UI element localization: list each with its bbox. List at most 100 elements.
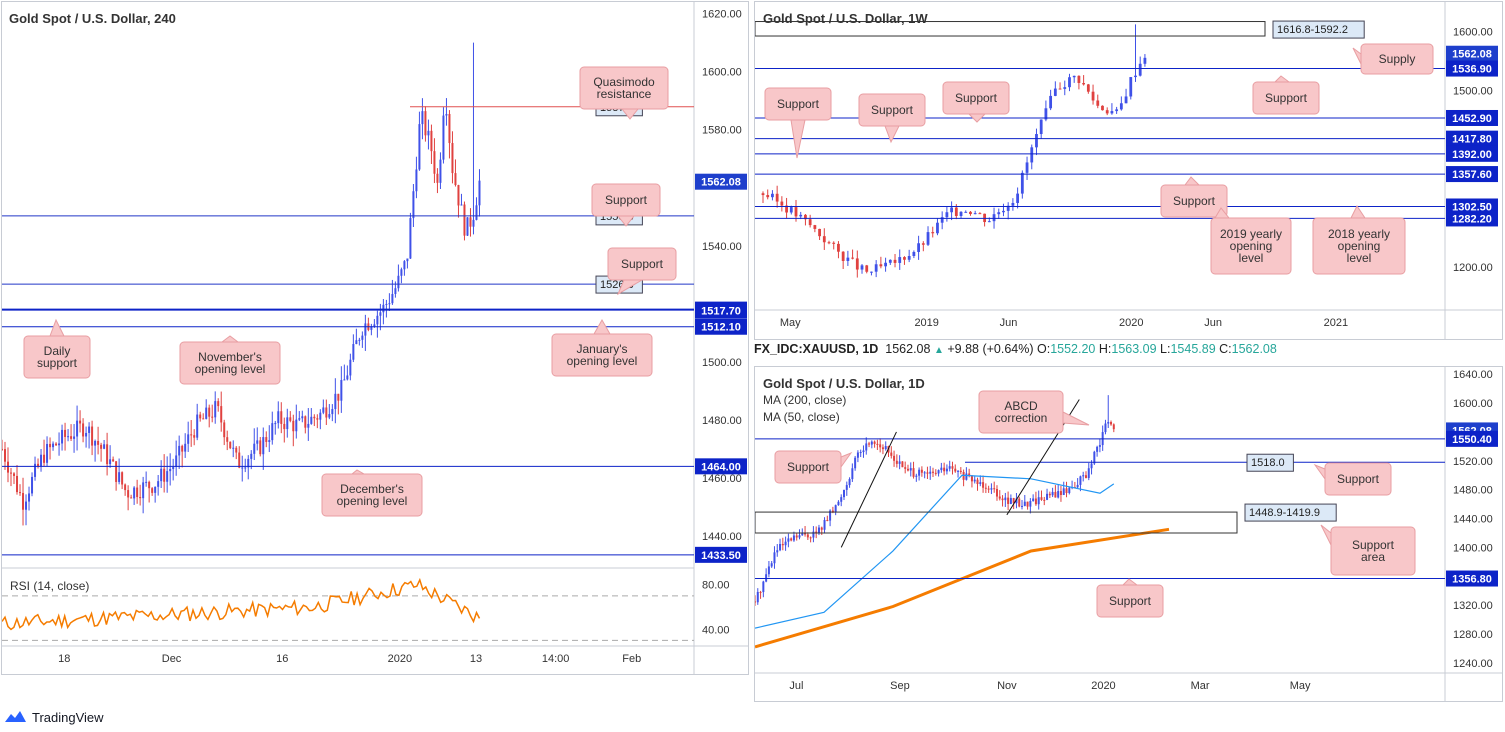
candle-body: [13, 473, 16, 476]
callout-support-c[interactable]: Support: [1096, 578, 1164, 618]
candle-body: [472, 219, 475, 227]
candle-body: [244, 467, 247, 469]
callout-supply[interactable]: Supply: [1352, 43, 1434, 75]
callout-support-b[interactable]: Support: [764, 87, 832, 159]
candle-body: [193, 435, 196, 438]
candle-body: [337, 393, 340, 401]
candle-body: [917, 243, 920, 252]
callout-support-c[interactable]: Support: [858, 93, 926, 144]
candle-body: [451, 143, 454, 174]
candle-body: [316, 418, 319, 420]
candle-body: [959, 211, 963, 216]
candle-body: [771, 193, 774, 198]
candle-body: [998, 496, 1001, 499]
candle-body: [214, 401, 217, 418]
callout-tail: [1320, 524, 1332, 546]
candle-body: [325, 407, 328, 418]
chart-panel-d1[interactable]: Gold Spot / U.S. Dollar, 1D MA (200, clo…: [754, 366, 1503, 702]
callout-tail: [1350, 205, 1366, 219]
candle-body: [331, 409, 334, 415]
candle-body: [784, 541, 787, 546]
candle-body: [874, 264, 878, 272]
candle-body: [1084, 475, 1087, 478]
price-tag-bg: [1446, 130, 1498, 147]
y-tick-label: 1540.00: [702, 241, 742, 253]
callout-box: [579, 66, 669, 110]
candle-body: [982, 482, 985, 488]
candle-body: [352, 344, 355, 360]
callout-text: Support: [1352, 538, 1395, 552]
callout-text: opening level: [567, 354, 638, 368]
candle-body: [1020, 172, 1024, 194]
candle-body: [806, 534, 809, 538]
callout-tail: [1352, 47, 1362, 65]
callout-support-a[interactable]: Support: [774, 450, 853, 484]
callout-box: [1160, 184, 1228, 218]
callout-support-b[interactable]: Support: [1313, 462, 1392, 496]
candle-body: [163, 468, 166, 482]
candle-body: [943, 467, 946, 472]
candle-body: [1129, 77, 1133, 97]
candle-body: [837, 501, 840, 506]
low-label: L:: [1160, 342, 1171, 356]
chart-canvas-h4[interactable]: 1620.00 1600.00 1580.00 1540.00 1500.00 1480.…: [2, 2, 748, 674]
callout-support-2[interactable]: Support: [607, 247, 677, 296]
callout-box: [179, 341, 281, 385]
callout-box: [1324, 462, 1392, 496]
candle-body: [983, 213, 987, 223]
candle-body: [1034, 498, 1037, 505]
candle-body: [901, 461, 904, 468]
candle-body: [151, 488, 154, 493]
candle-body: [73, 436, 76, 439]
price-tag-bg: [1446, 210, 1498, 227]
candle-body: [1051, 491, 1054, 496]
level-label-1518-bg: [1246, 453, 1294, 472]
candle-body: [890, 452, 893, 456]
chart-canvas-w1[interactable]: 1600.001500.001400.001200.00May2019Jun20…: [755, 2, 1502, 339]
candle-body: [16, 475, 19, 493]
candle-body: [1021, 505, 1024, 507]
chart-panel-w1[interactable]: Gold Spot / U.S. Dollar, 1W 1600.00 1500.…: [754, 1, 1503, 340]
candle-body: [787, 538, 790, 542]
candle-body: [1096, 100, 1100, 106]
candle-body: [1063, 87, 1067, 89]
candle-body: [346, 375, 349, 380]
tradingview-logo[interactable]: TradingView: [2, 708, 104, 726]
chart-canvas-d1[interactable]: 1640.00 1600.00 1520.00 1480.00 1440.00 1400.…: [755, 367, 1502, 701]
candle-body: [1044, 108, 1048, 120]
candle-body: [923, 472, 926, 474]
candle-body: [755, 601, 756, 603]
candle-body: [940, 217, 944, 223]
candle-body: [884, 262, 887, 267]
callout-support-d[interactable]: Support: [942, 81, 1010, 123]
chart-panel-h4[interactable]: Gold Spot / U.S. Dollar, 240 1620.00 1600…: [1, 1, 749, 675]
candle-body: [846, 257, 850, 261]
candle-body: [984, 487, 987, 489]
candle-body: [859, 452, 862, 454]
x-tick-label: Dec: [162, 653, 182, 665]
callout-support-1[interactable]: Support: [591, 183, 661, 227]
callout-box: [607, 247, 677, 281]
candle-body: [766, 195, 770, 198]
candle-body: [439, 159, 442, 183]
callout-text: Support: [787, 460, 830, 474]
candle-body: [292, 420, 295, 432]
candle-body: [756, 591, 759, 603]
candle-body: [904, 467, 907, 469]
candle-body: [154, 486, 157, 493]
candle-body: [1029, 500, 1032, 507]
candle-body: [1076, 484, 1079, 488]
x-tick-label: May: [1290, 680, 1311, 692]
callout-support-a[interactable]: Support: [1252, 75, 1320, 115]
candle-body: [37, 463, 40, 467]
callout-support-e[interactable]: Support: [1160, 176, 1228, 218]
